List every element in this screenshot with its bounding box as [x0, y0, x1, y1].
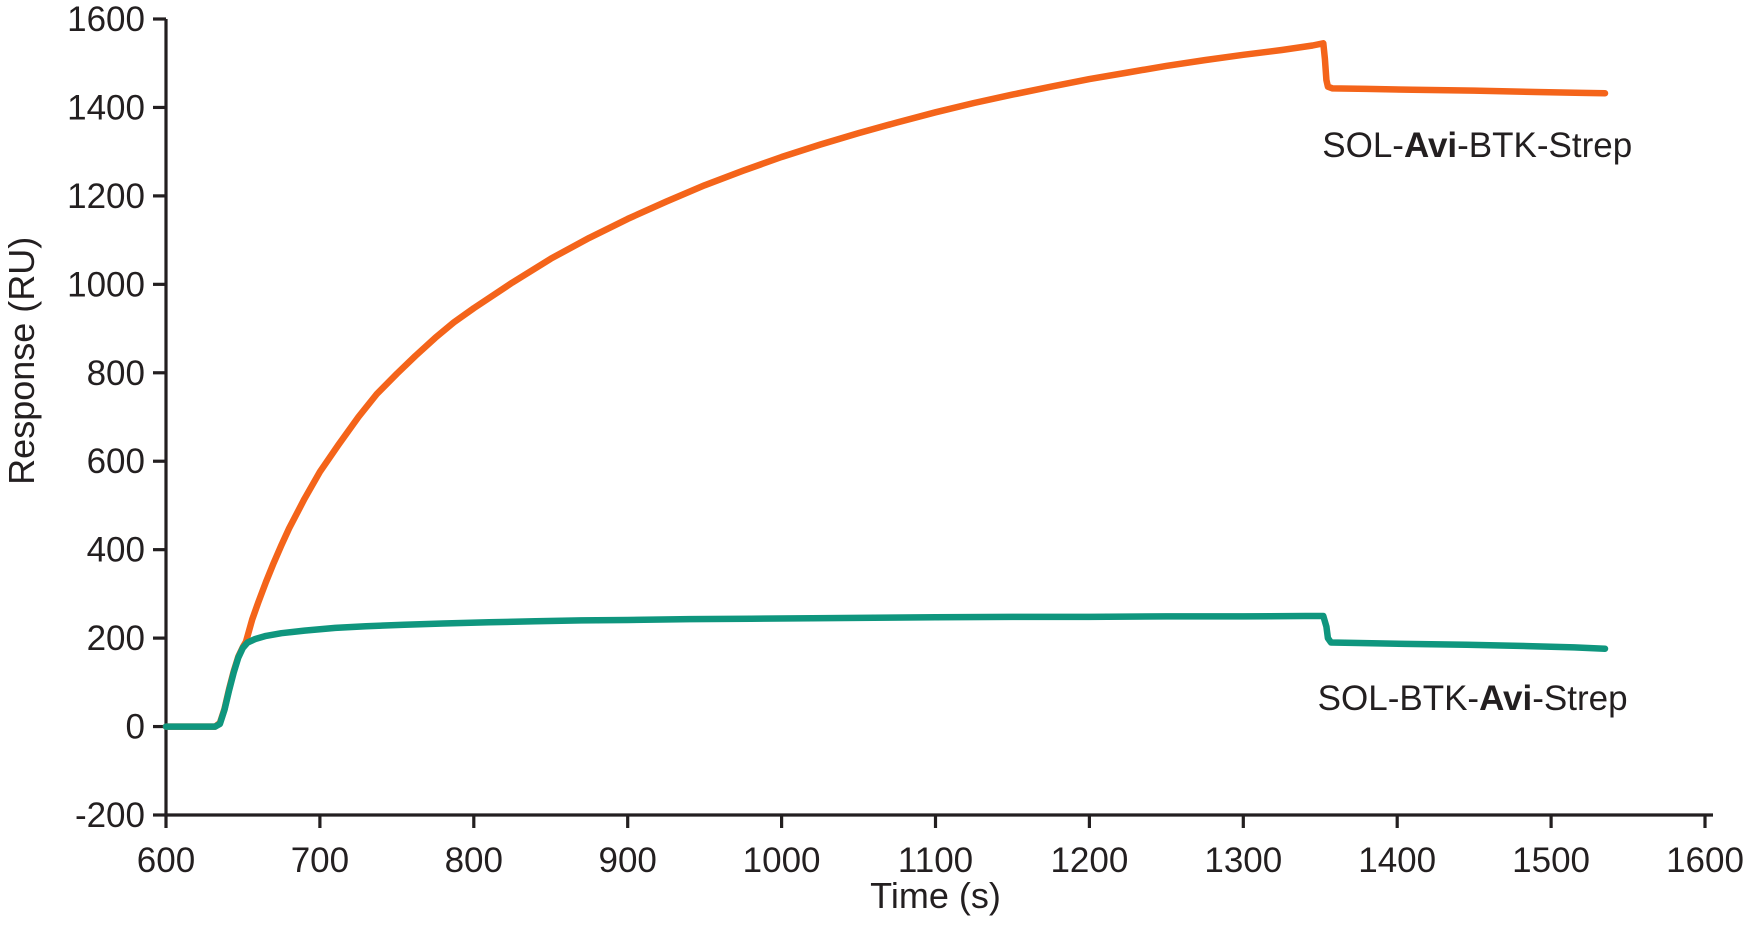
y-tick-label: 800	[87, 354, 145, 393]
series-line-sol-avi-btk-strep	[162, 40, 1609, 730]
series-label-segment: -Strep	[1532, 679, 1627, 718]
x-tick-label: 1300	[1204, 841, 1282, 880]
series-label-bold-segment: Avi	[1479, 679, 1532, 718]
series-label-sol-avi-btk-strep: SOL-Avi-BTK-Strep	[1322, 126, 1632, 165]
y-tick-label: 1400	[67, 88, 145, 127]
x-tick-label: 700	[291, 841, 349, 880]
series-label-sol-btk-avi-strep: SOL-BTK-Avi-Strep	[1318, 679, 1628, 718]
series-label-segment: -BTK-Strep	[1457, 126, 1632, 165]
x-tick-label: 1500	[1512, 841, 1590, 880]
x-tick-label: 1100	[898, 841, 973, 880]
x-tick-label: 1400	[1358, 841, 1436, 880]
x-tick-label: 600	[137, 841, 195, 880]
y-tick-label: 1600	[67, 0, 145, 39]
x-tick-label: 1200	[1050, 841, 1128, 880]
series-line-sol-btk-avi-strep	[162, 612, 1609, 730]
series-label-bold-segment: Avi	[1404, 126, 1457, 165]
x-tick-label: 1600	[1666, 841, 1744, 880]
y-tick-label: 1000	[67, 265, 145, 304]
y-tick-label: 0	[126, 708, 145, 747]
x-tick-label: 900	[598, 841, 656, 880]
y-tick-label: 400	[87, 531, 145, 570]
x-tick-label: 1000	[743, 841, 821, 880]
y-tick-label: -200	[75, 796, 145, 835]
x-tick-label: 800	[445, 841, 503, 880]
y-tick-label: 1200	[67, 177, 145, 216]
series-label-segment: SOL-BTK-	[1318, 679, 1479, 718]
y-tick-label: 600	[87, 442, 145, 481]
x-axis-title: Time (s)	[870, 875, 1001, 916]
y-tick-label: 200	[87, 619, 145, 658]
y-axis-title: Response (RU)	[1, 237, 42, 485]
series-label-segment: SOL-	[1322, 126, 1404, 165]
